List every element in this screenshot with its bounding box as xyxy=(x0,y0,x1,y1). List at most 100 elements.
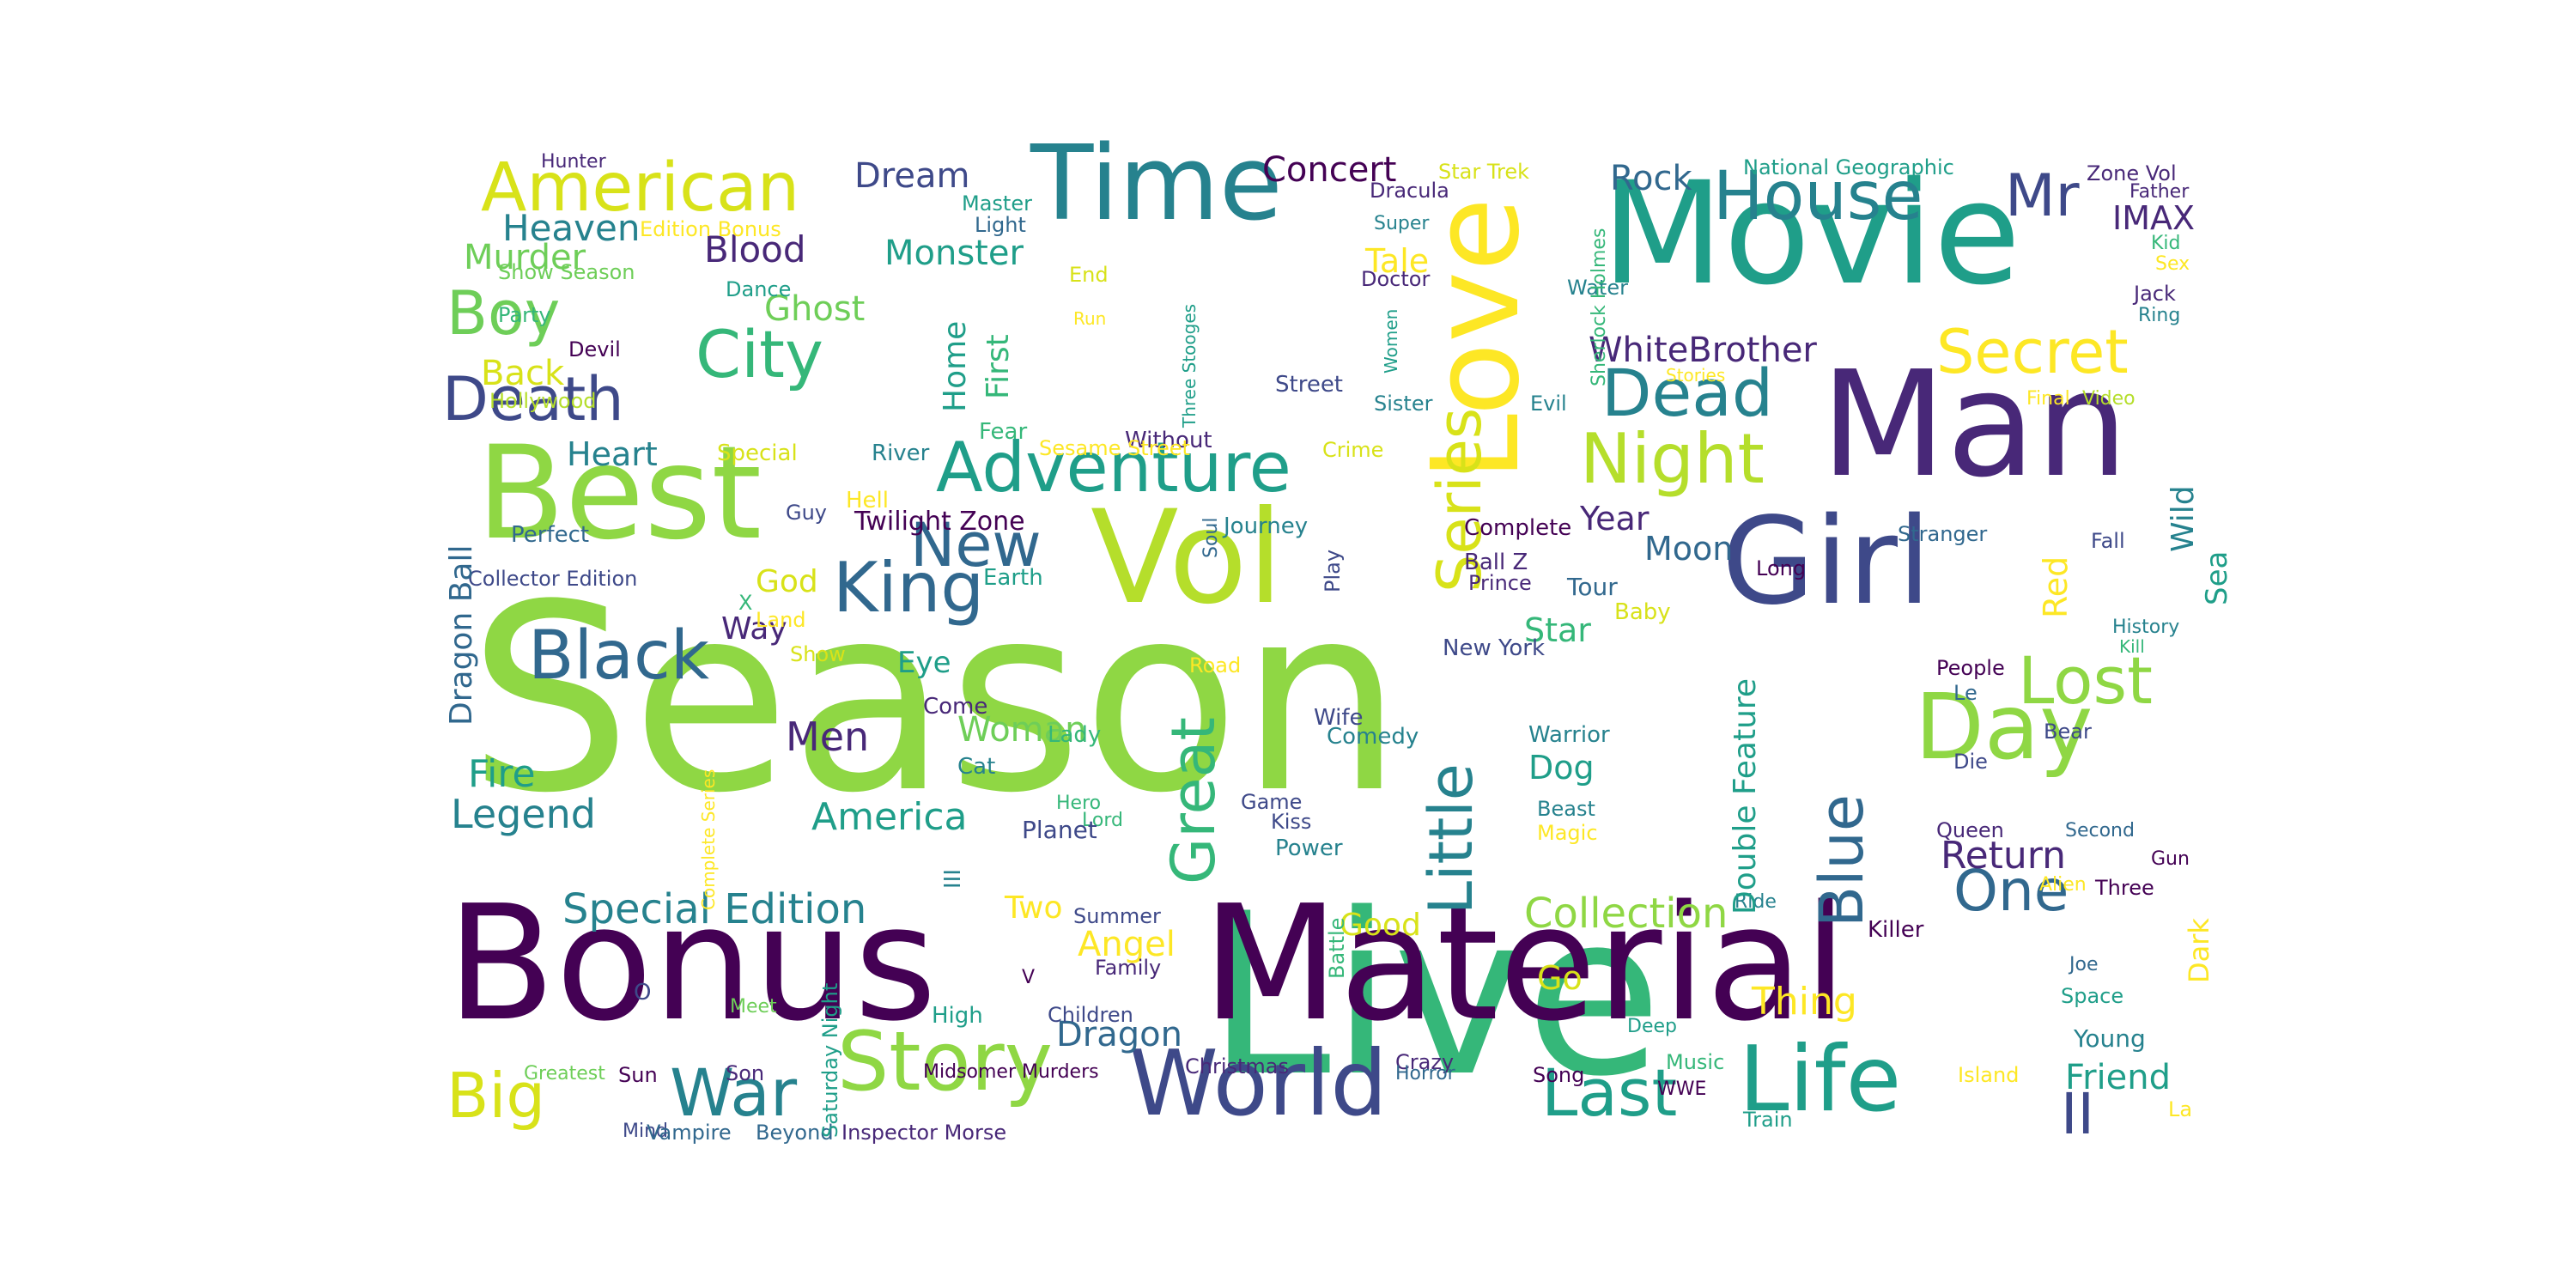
word-time: Time xyxy=(1030,125,1283,244)
word-heart: Heart xyxy=(567,435,658,473)
word-fire: Fire xyxy=(468,752,536,796)
word-return: Return xyxy=(1941,834,2067,878)
word-super: Super xyxy=(1374,213,1430,234)
word-last: Last xyxy=(1541,1054,1678,1131)
word-star-trek: Star Trek xyxy=(1438,160,1529,184)
word-thing: Thing xyxy=(1752,980,1857,1024)
word-god: God xyxy=(756,564,818,599)
word-devil: Devil xyxy=(568,337,621,361)
word-star: Star xyxy=(1524,611,1591,649)
word-history: History xyxy=(2112,617,2180,638)
word-space: Space xyxy=(2061,984,2124,1008)
word-men: Men xyxy=(786,714,870,760)
word-ride: Ride xyxy=(1735,891,1777,913)
word-run: Run xyxy=(1073,308,1107,329)
word-friend: Friend xyxy=(2065,1058,2172,1097)
word-dead: Dead xyxy=(1601,355,1774,431)
word-la: La xyxy=(2168,1097,2193,1121)
word-show-season: Show Season xyxy=(498,260,635,284)
word-earth: Earth xyxy=(983,565,1043,591)
word-big: Big xyxy=(447,1060,546,1132)
word-le: Le xyxy=(1953,681,1978,705)
word-new-york: New York xyxy=(1443,635,1546,661)
word-blood: Blood xyxy=(704,228,806,270)
word-king: King xyxy=(833,548,985,628)
word-family: Family xyxy=(1095,956,1162,980)
word-train: Train xyxy=(1743,1108,1793,1132)
word-edition-bonus: Edition Bonus xyxy=(640,217,781,241)
word-final: Final xyxy=(2026,388,2070,410)
word-bonus: Bonus xyxy=(447,871,937,1056)
word-island: Island xyxy=(1958,1063,2020,1087)
word-mr: Mr xyxy=(2005,162,2080,230)
word-come: Come xyxy=(923,694,988,720)
word-perfect: Perfect xyxy=(511,522,590,548)
word-kiss: Kiss xyxy=(1271,810,1312,834)
word-soul: Soul xyxy=(1200,517,1222,558)
word-gun: Gun xyxy=(2151,848,2190,870)
word-girl: Girl xyxy=(1722,492,1931,632)
word-lord: Lord xyxy=(1082,810,1123,831)
word-magic: Magic xyxy=(1537,821,1598,845)
word-sun: Sun xyxy=(618,1063,658,1087)
word-high: High xyxy=(932,1003,983,1029)
word-guy: Guy xyxy=(786,501,828,525)
word-two: Two xyxy=(1005,890,1063,926)
word-material: Material xyxy=(1202,871,1848,1056)
word-back: Back xyxy=(481,354,565,393)
word-fall: Fall xyxy=(2091,529,2125,553)
word-power: Power xyxy=(1275,835,1343,861)
word-go: Go xyxy=(1537,959,1583,997)
word-beast: Beast xyxy=(1537,797,1595,821)
word-dracula: Dracula xyxy=(1370,179,1449,203)
word-lady: Lady xyxy=(1048,722,1102,748)
word-joe: Joe xyxy=(2069,954,2099,975)
word-long: Long xyxy=(1756,556,1807,580)
word-road: Road xyxy=(1189,653,1242,677)
word-fear: Fear xyxy=(979,419,1028,445)
word-journey: Journey xyxy=(1224,513,1309,539)
word-street: Street xyxy=(1275,372,1344,398)
word-man: Man xyxy=(1820,340,2129,510)
word-dream: Dream xyxy=(854,156,970,196)
word-eye: Eye xyxy=(897,646,951,680)
word-people: People xyxy=(1936,656,2005,680)
word-death: Death xyxy=(442,364,624,434)
word-first: First xyxy=(981,334,1016,399)
word-sesame-street: Sesame Street xyxy=(1039,436,1190,460)
word-without: Without xyxy=(1125,428,1212,453)
word-secret: Secret xyxy=(1936,317,2129,387)
word-dragon-ball: Dragon Ball xyxy=(444,544,479,726)
word-complete: Complete xyxy=(1464,515,1572,541)
word-great: Great xyxy=(1158,717,1229,884)
word-land: Land xyxy=(756,608,806,632)
word-world: World xyxy=(1129,1031,1388,1136)
word-tour: Tour xyxy=(1567,573,1618,601)
word-woman: Woman xyxy=(957,710,1087,750)
word-doctor: Doctor xyxy=(1361,267,1431,291)
word-die: Die xyxy=(1953,750,1988,774)
word-horror: Horror xyxy=(1395,1063,1455,1084)
word-imax: IMAX xyxy=(2112,199,2196,237)
word-wife: Wife xyxy=(1314,705,1364,731)
word-home: Home xyxy=(938,320,973,412)
word-national-geographic: National Geographic xyxy=(1743,155,1954,179)
word-sea: Sea xyxy=(2200,550,2234,605)
word-vol: Vol xyxy=(1091,483,1284,633)
word-blue: Blue xyxy=(1807,794,1877,927)
word-video: Video xyxy=(2082,388,2136,410)
word-vampire: Vampire xyxy=(647,1121,732,1145)
word-movie: Movie xyxy=(1601,151,2021,316)
word-x: X xyxy=(738,591,753,615)
word-three: Three xyxy=(2095,876,2154,900)
word-story: Story xyxy=(837,1015,1053,1109)
word-comedy: Comedy xyxy=(1327,724,1419,750)
word-meet: Meet xyxy=(730,996,777,1018)
word-life: Life xyxy=(1739,1027,1902,1132)
word-master: Master xyxy=(962,191,1032,216)
word-end: End xyxy=(1069,263,1109,287)
word-ball-z: Ball Z xyxy=(1464,550,1528,575)
word-way: Way xyxy=(721,611,787,647)
word-second: Second xyxy=(2065,820,2135,841)
